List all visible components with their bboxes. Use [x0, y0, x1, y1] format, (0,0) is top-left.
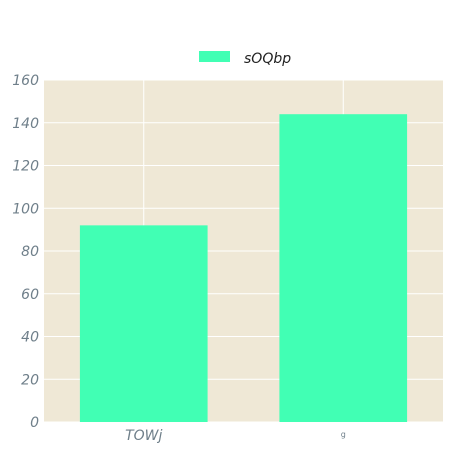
- y-tick-label: 40: [21, 330, 39, 346]
- y-tick-label: 100: [12, 201, 39, 217]
- bar-g: [279, 114, 408, 422]
- bar-TOWj: [79, 225, 208, 422]
- y-tick-label: 60: [21, 287, 39, 303]
- y-tick-label: 20: [21, 372, 39, 388]
- y-tick-label: 80: [21, 244, 39, 260]
- legend: sOQbp: [199, 51, 291, 67]
- y-tick-label: 120: [12, 159, 39, 175]
- bars: [79, 114, 408, 422]
- legend-swatch: [199, 51, 230, 62]
- y-tick-label: 140: [12, 116, 39, 132]
- legend-label: sOQbp: [244, 51, 291, 67]
- y-tick-label: 160: [12, 73, 39, 89]
- x-tick-label: g: [341, 430, 346, 439]
- x-tick-label: TOWj: [125, 428, 162, 444]
- y-axis-ticks: 0 20 40 60 80 100 120 140 160: [12, 73, 39, 431]
- y-tick-label: 0: [30, 415, 39, 431]
- x-axis-ticks: TOWj g: [125, 428, 346, 444]
